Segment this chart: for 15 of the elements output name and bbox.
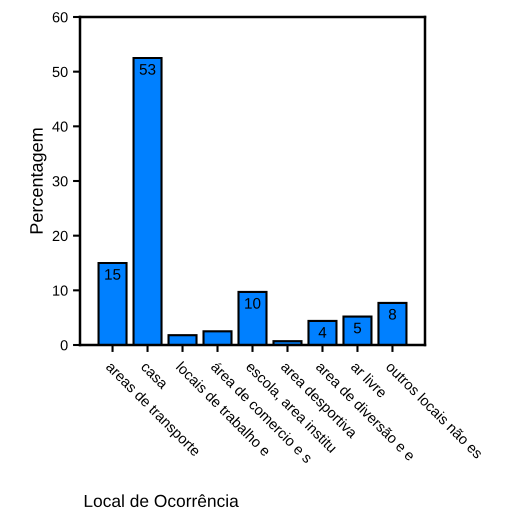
data-label: 5 (354, 322, 362, 334)
data-label: 8 (388, 308, 396, 320)
y-tick-label: 0 (60, 340, 68, 350)
y-tick-label: 30 (52, 176, 68, 186)
x-axis-title: Local de Ocorrência (84, 494, 239, 508)
y-tick-label: 20 (52, 230, 68, 242)
y-tick-label: 60 (52, 12, 68, 22)
data-label: 15 (105, 269, 120, 280)
y-tick-label: 50 (52, 66, 68, 78)
y-axis-title: Percentagem (30, 128, 46, 234)
y-tick-label: 10 (53, 285, 68, 296)
data-label: 53 (140, 64, 156, 75)
data-label: 4 (318, 327, 326, 338)
y-tick-label: 40 (52, 121, 68, 132)
data-label: 10 (245, 298, 260, 309)
